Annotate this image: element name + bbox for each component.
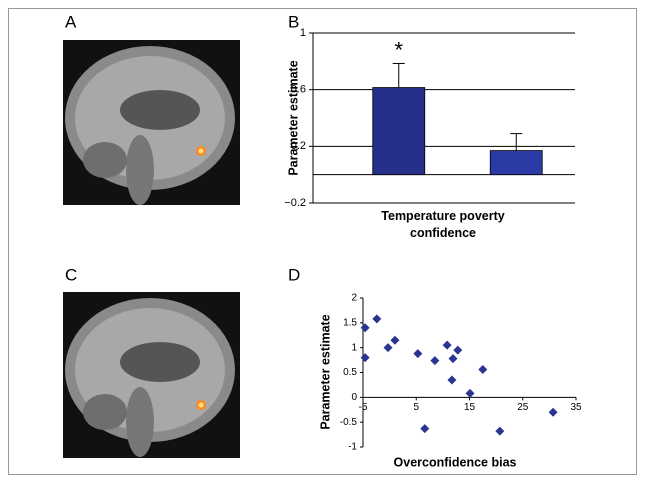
- x-tick-label: 25: [517, 402, 529, 413]
- bar: [372, 87, 426, 176]
- y-tick-label: -0.5: [340, 417, 358, 428]
- y-tick-label: 0.2: [291, 140, 306, 152]
- annotation: *: [394, 37, 403, 62]
- figure-border: [8, 8, 637, 475]
- y-tick-label: 2: [351, 293, 357, 304]
- bar: [489, 150, 543, 176]
- y-tick-label: 0.6: [291, 84, 306, 96]
- scatter-point: [383, 343, 393, 353]
- x-axis-label: Overconfidence bias: [394, 455, 517, 469]
- scatter-point: [360, 353, 370, 363]
- y-tick-label: 1: [300, 27, 306, 39]
- scatter-point: [360, 323, 370, 333]
- x-tick-label: 5: [413, 402, 419, 413]
- y-tick-label: 1: [351, 342, 357, 353]
- scatter-point: [453, 345, 463, 355]
- scatter-point: [442, 340, 452, 350]
- x-tick-label: 35: [570, 402, 582, 413]
- y-axis-label: Parameter estimate: [318, 314, 332, 429]
- scatter-point: [495, 426, 505, 436]
- scatter-point: [465, 388, 475, 398]
- scatter-point: [372, 314, 382, 324]
- brain-image-a: [63, 40, 240, 205]
- scatter-point: [448, 354, 458, 364]
- scatter-point: [413, 349, 423, 359]
- y-tick-label: 0: [351, 392, 357, 403]
- brain-image-c: [63, 292, 240, 458]
- panel-label: B: [288, 12, 299, 31]
- scatter-point: [447, 375, 457, 385]
- scatter-point: [420, 424, 430, 434]
- y-tick-label: 0.5: [343, 367, 357, 378]
- scatter-point: [390, 335, 400, 345]
- scatter-point: [548, 407, 558, 417]
- panel-label: C: [65, 265, 77, 284]
- panel-label: A: [65, 12, 77, 31]
- scatter-point: [478, 365, 488, 375]
- y-tick-label: 1.5: [343, 317, 357, 328]
- y-tick-label: -1: [348, 442, 357, 453]
- x-tick-label: -5: [359, 402, 368, 413]
- scatter-point: [430, 356, 440, 366]
- panel-label: D: [288, 265, 300, 284]
- y-axis-label: Parameter estimate: [286, 60, 300, 175]
- y-tick-label: −0.2: [284, 197, 306, 209]
- x-axis-label: Temperature poverty confidence: [381, 209, 505, 240]
- x-tick-label: 15: [464, 402, 476, 413]
